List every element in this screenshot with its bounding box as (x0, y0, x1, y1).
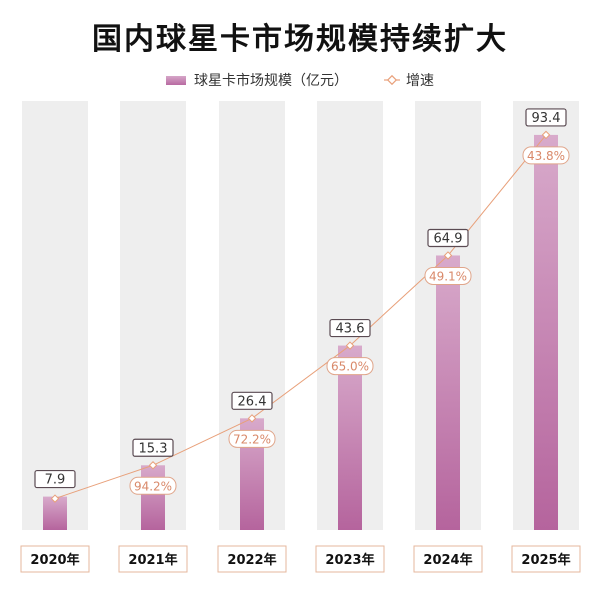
rate-label-box (129, 476, 177, 495)
column-bg (120, 101, 186, 530)
value-label: 7.9 (45, 473, 66, 488)
legend: 球星卡市场规模（亿元） 增速 (0, 70, 600, 90)
growth-marker (247, 414, 257, 423)
category-label: 2021年 (128, 552, 177, 568)
category-label-box (315, 545, 385, 573)
category-label-box (413, 545, 483, 573)
legend-label-growth: 增速 (406, 73, 434, 89)
legend-swatch-line (384, 74, 400, 86)
growth-marker (345, 341, 355, 350)
bar (436, 255, 460, 530)
growth-marker (443, 251, 453, 260)
value-label-box (427, 228, 469, 248)
legend-item-market-size: 球星卡市场规模（亿元） (166, 70, 348, 90)
growth-marker (148, 461, 158, 470)
category-label-box (217, 545, 287, 573)
bar (534, 134, 558, 530)
value-label: 43.6 (336, 322, 365, 337)
value-label: 15.3 (139, 441, 168, 456)
category-label: 2022年 (227, 552, 276, 568)
rate-label-box (522, 146, 570, 165)
rate-label: 72.2% (233, 432, 271, 446)
value-label-box (525, 108, 567, 127)
value-label: 26.4 (238, 394, 267, 409)
value-label: 64.9 (434, 231, 463, 246)
growth-marker (541, 130, 551, 140)
value-label: 93.4 (532, 111, 561, 126)
rate-label: 43.8% (527, 149, 565, 163)
legend-swatch-bar (166, 75, 186, 85)
category-label: 2024年 (423, 552, 472, 568)
category-label-box (118, 545, 188, 573)
value-label-box (34, 469, 76, 489)
rate-label-box (424, 266, 472, 285)
rate-label: 94.2% (134, 479, 172, 493)
category-label: 2020年 (30, 552, 79, 568)
legend-item-growth: 增速 (384, 70, 434, 90)
rate-label-box (228, 429, 276, 448)
category-label: 2025年 (521, 552, 570, 568)
bar (141, 465, 165, 530)
category-label-box (511, 545, 581, 573)
growth-marker (50, 494, 60, 503)
legend-label-market-size: 球星卡市场规模（亿元） (194, 73, 348, 89)
rate-label-box (326, 357, 374, 376)
value-label-box (329, 318, 371, 338)
chart-title: 国内球星卡市场规模持续扩大 (92, 22, 508, 57)
column-bg (22, 101, 88, 530)
rate-label: 65.0% (331, 360, 369, 374)
category-label: 2023年 (325, 552, 374, 568)
value-label-box (132, 438, 174, 457)
rate-label: 49.1% (429, 269, 467, 283)
value-label-box (231, 391, 273, 410)
category-label-box (20, 545, 90, 573)
bar (338, 345, 362, 530)
